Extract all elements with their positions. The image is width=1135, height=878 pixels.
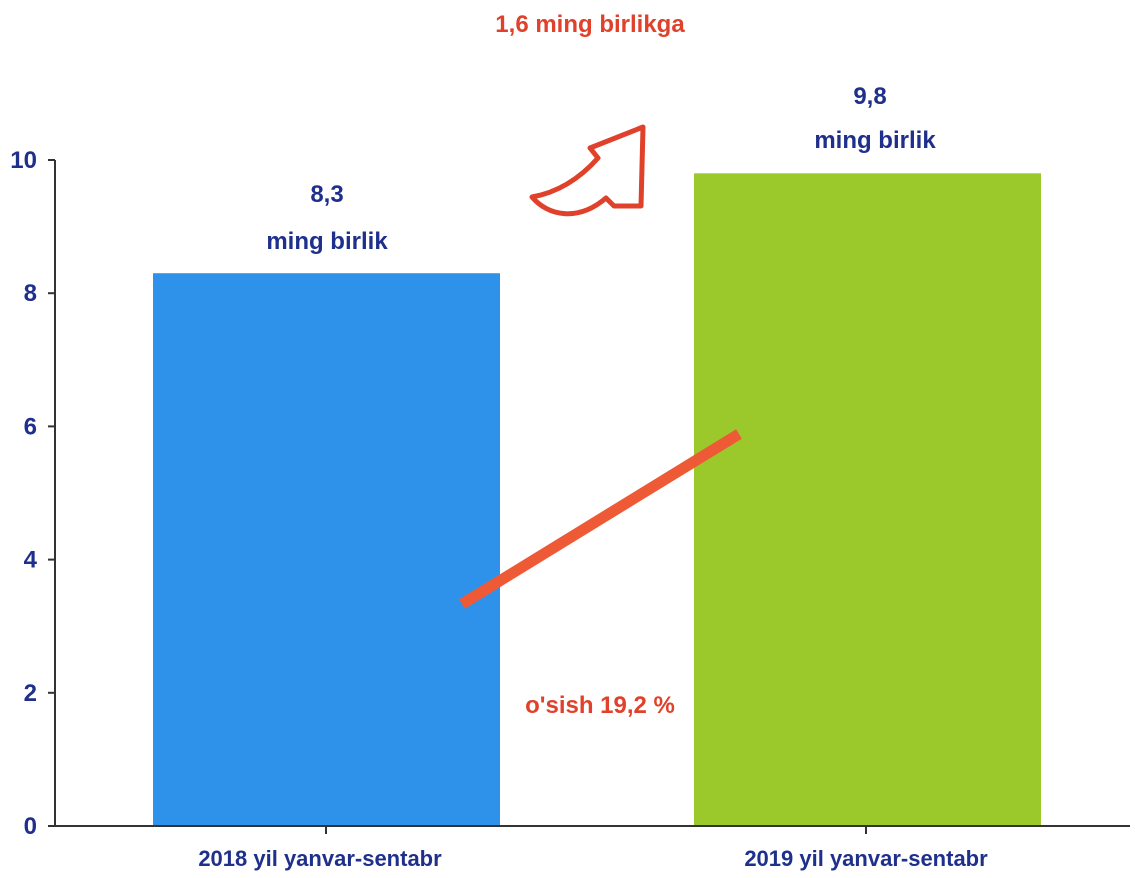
- x-ticks: [325, 826, 867, 834]
- y-tick-label-6: 6: [24, 413, 37, 440]
- y-tick-label-4: 4: [24, 547, 38, 574]
- bar-unit-2018: ming birlik: [266, 228, 388, 255]
- bar-value-label-2018: 8,3 ming birlik: [266, 181, 388, 255]
- trend-line: [459, 429, 742, 609]
- y-tick-label-8: 8: [24, 280, 37, 307]
- y-tick-label-10: 10: [10, 147, 37, 174]
- bar-2018: [153, 273, 500, 827]
- increase-annotation: 1,6 ming birlikga: [495, 11, 685, 38]
- bar-value-label-2019: 9,8 ming birlik: [814, 83, 936, 154]
- bar-value-2018: 8,3: [310, 181, 343, 208]
- bar-value-2019: 9,8: [853, 83, 886, 110]
- category-label-2018: 2018 yil yanvar-sentabr: [198, 846, 442, 871]
- curved-up-arrow-icon: [529, 124, 646, 217]
- bar-2019: [694, 173, 1041, 826]
- bars-layer: [153, 173, 1041, 827]
- y-ticks: 0 2 4 6 8 10: [10, 147, 55, 840]
- growth-annotation: o'sish 19,2 %: [525, 692, 675, 719]
- bar-unit-2019: ming birlik: [814, 127, 936, 154]
- category-label-2019: 2019 yil yanvar-sentabr: [744, 846, 988, 871]
- y-tick-label-2: 2: [24, 680, 37, 707]
- y-tick-label-0: 0: [24, 813, 37, 840]
